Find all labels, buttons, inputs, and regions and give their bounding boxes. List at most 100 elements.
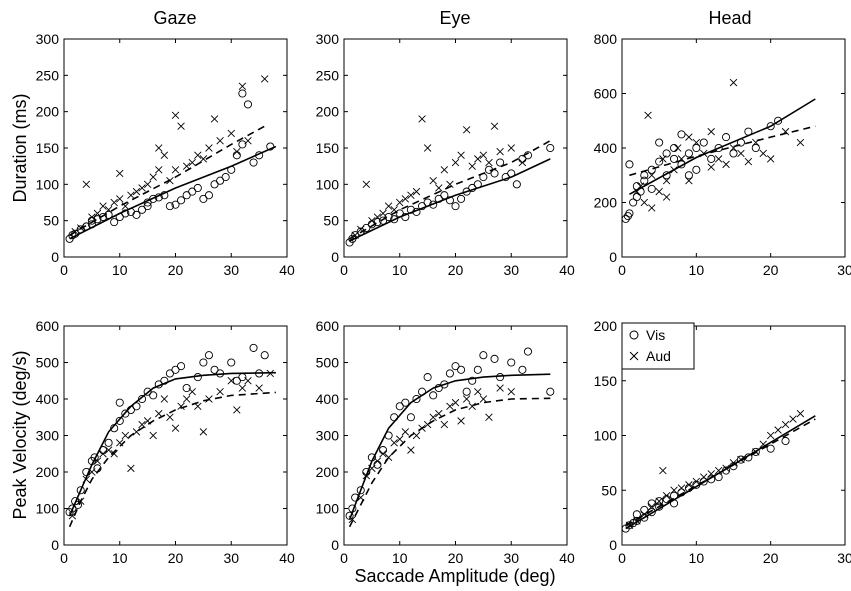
panel-duration-eye: 0 10 20 30 40 0 50 100 150 200 250 300 (316, 31, 575, 278)
aud-point (166, 413, 174, 421)
aud-point (188, 158, 196, 167)
fit-line-vis (348, 373, 551, 520)
aud-point (648, 502, 656, 511)
vis-point (177, 196, 186, 205)
aud-point (216, 387, 224, 396)
vis-point (243, 100, 253, 109)
aud-point (796, 409, 805, 418)
aud-point (677, 484, 686, 492)
vis-point (423, 373, 432, 382)
series-vis (65, 343, 269, 517)
series-vis (65, 89, 275, 243)
vis-point (655, 138, 664, 147)
y-tick-label: 0 (51, 249, 59, 265)
fit-line-vis (349, 158, 551, 242)
aud-point (468, 162, 476, 170)
y-tick-label: 50 (43, 213, 59, 229)
y-tick-label: 600 (36, 318, 60, 334)
vis-point (473, 365, 482, 374)
vis-point (76, 486, 85, 495)
x-tick-label: 10 (112, 550, 128, 566)
legend-label-vis: Vis (646, 327, 665, 343)
fit-line-vis (629, 98, 816, 196)
y-tick-label: 500 (316, 355, 340, 371)
x-tick-label: 10 (392, 262, 408, 278)
aud-point (685, 481, 693, 489)
vis-point (523, 347, 533, 356)
legend-circle-icon (629, 330, 639, 340)
fit-line-aud (349, 140, 551, 240)
aud-point (116, 169, 124, 178)
vis-point (662, 149, 671, 158)
aud-point (160, 395, 169, 403)
vis-point (655, 157, 664, 166)
vis-point (165, 202, 174, 211)
y-tick-label: 500 (36, 355, 60, 371)
vis-point (621, 214, 630, 223)
vis-point (507, 358, 516, 367)
x-tick-label: 10 (112, 262, 128, 278)
panel-peak-velocity-head: 0 10 20 30 0 50 100 150 200 (594, 318, 851, 566)
x-tick-label: 30 (503, 262, 519, 278)
vis-point (774, 116, 783, 125)
aud-point (507, 387, 515, 396)
y-tick-label: 100 (316, 176, 340, 192)
vis-point (395, 402, 404, 411)
aud-point (707, 127, 715, 136)
vis-point (512, 180, 521, 189)
vis-point (647, 165, 656, 174)
aud-point (412, 187, 421, 196)
legend: Vis Aud (621, 322, 695, 370)
vis-point (451, 362, 460, 371)
vis-point (221, 173, 230, 182)
vis-point (249, 343, 258, 352)
vis-point (149, 194, 158, 203)
vis-point (406, 413, 415, 422)
panel-duration-head: 0 10 20 30 0 200 400 600 800 (594, 31, 851, 278)
vis-point (378, 446, 388, 455)
aud-point (384, 202, 393, 210)
aud-point (429, 176, 437, 185)
vis-point (699, 138, 708, 147)
vis-point (684, 171, 693, 180)
vis-point (546, 387, 555, 396)
series-aud (348, 384, 515, 524)
aud-point (82, 180, 91, 189)
aud-point (737, 149, 745, 158)
aud-point (662, 176, 671, 185)
aud-point (104, 446, 113, 454)
x-tick-label: 30 (503, 550, 519, 566)
vis-point (490, 169, 499, 178)
aud-point (171, 166, 180, 174)
vis-point (104, 438, 113, 447)
y-tick-label: 200 (36, 464, 60, 480)
y-tick-label: 150 (36, 140, 60, 156)
vis-point (655, 497, 664, 506)
vis-point (115, 398, 124, 407)
aud-point (132, 187, 141, 196)
x-tick-label: 0 (618, 262, 626, 278)
vis-point (149, 391, 158, 400)
aud-point (379, 209, 387, 218)
vis-point (401, 398, 410, 407)
y-tick-label: 0 (331, 537, 339, 553)
vis-point (518, 365, 527, 374)
aud-point (171, 424, 180, 432)
y-tick-label: 100 (316, 501, 340, 517)
aud-point (396, 198, 404, 207)
aud-point (729, 78, 738, 87)
y-tick-label: 50 (601, 482, 617, 498)
aud-point (244, 377, 252, 385)
vis-point (751, 143, 760, 153)
aud-point (155, 166, 163, 174)
x-tick-label: 20 (168, 550, 184, 566)
ylabel-peak-velocity: Peak Velocity (deg/s) (10, 350, 30, 519)
vis-point (766, 444, 775, 453)
legend-label-aud: Aud (646, 348, 671, 364)
aud-point (138, 420, 146, 429)
vis-point (640, 171, 649, 180)
aud-point (401, 195, 410, 203)
aud-point (93, 209, 102, 218)
vis-point (98, 212, 108, 222)
